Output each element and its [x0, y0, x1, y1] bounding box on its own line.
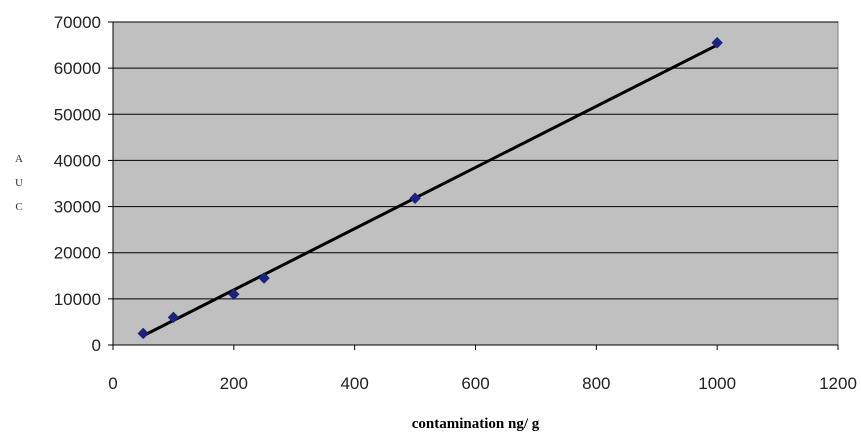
- data-point: [228, 288, 240, 300]
- y-tick-label: 40000: [54, 151, 101, 170]
- y-tick-label: 10000: [54, 290, 101, 309]
- x-tick-label: 0: [108, 374, 117, 393]
- data-point: [409, 192, 421, 204]
- x-tick-label: 200: [220, 374, 248, 393]
- trendline: [142, 43, 718, 338]
- x-tick-label: 400: [340, 374, 368, 393]
- y-tick-label: 60000: [54, 59, 101, 78]
- data-points: [137, 37, 723, 340]
- x-tick-label: 800: [582, 374, 610, 393]
- data-point: [711, 37, 723, 49]
- y-tick-label: 50000: [54, 105, 101, 124]
- x-tick-label: 600: [461, 374, 489, 393]
- x-tick-label: 1000: [698, 374, 736, 393]
- y-tick-label: 30000: [54, 198, 101, 217]
- y-tick-label: 20000: [54, 244, 101, 263]
- x-axis-label: contamination ng/ g: [412, 416, 540, 432]
- x-tick-label: 1200: [819, 374, 857, 393]
- data-point: [137, 327, 149, 340]
- data-point: [167, 311, 180, 324]
- y-axis-ticks: 0 10000 20000 30000 40000 50000 60000 70000: [54, 13, 114, 355]
- data-point: [258, 272, 270, 284]
- y-tick-label: 70000: [54, 13, 101, 32]
- y-tick-label: 0: [92, 336, 101, 355]
- x-axis-ticks: 0 200 400 600 800 1000 1200: [108, 344, 857, 393]
